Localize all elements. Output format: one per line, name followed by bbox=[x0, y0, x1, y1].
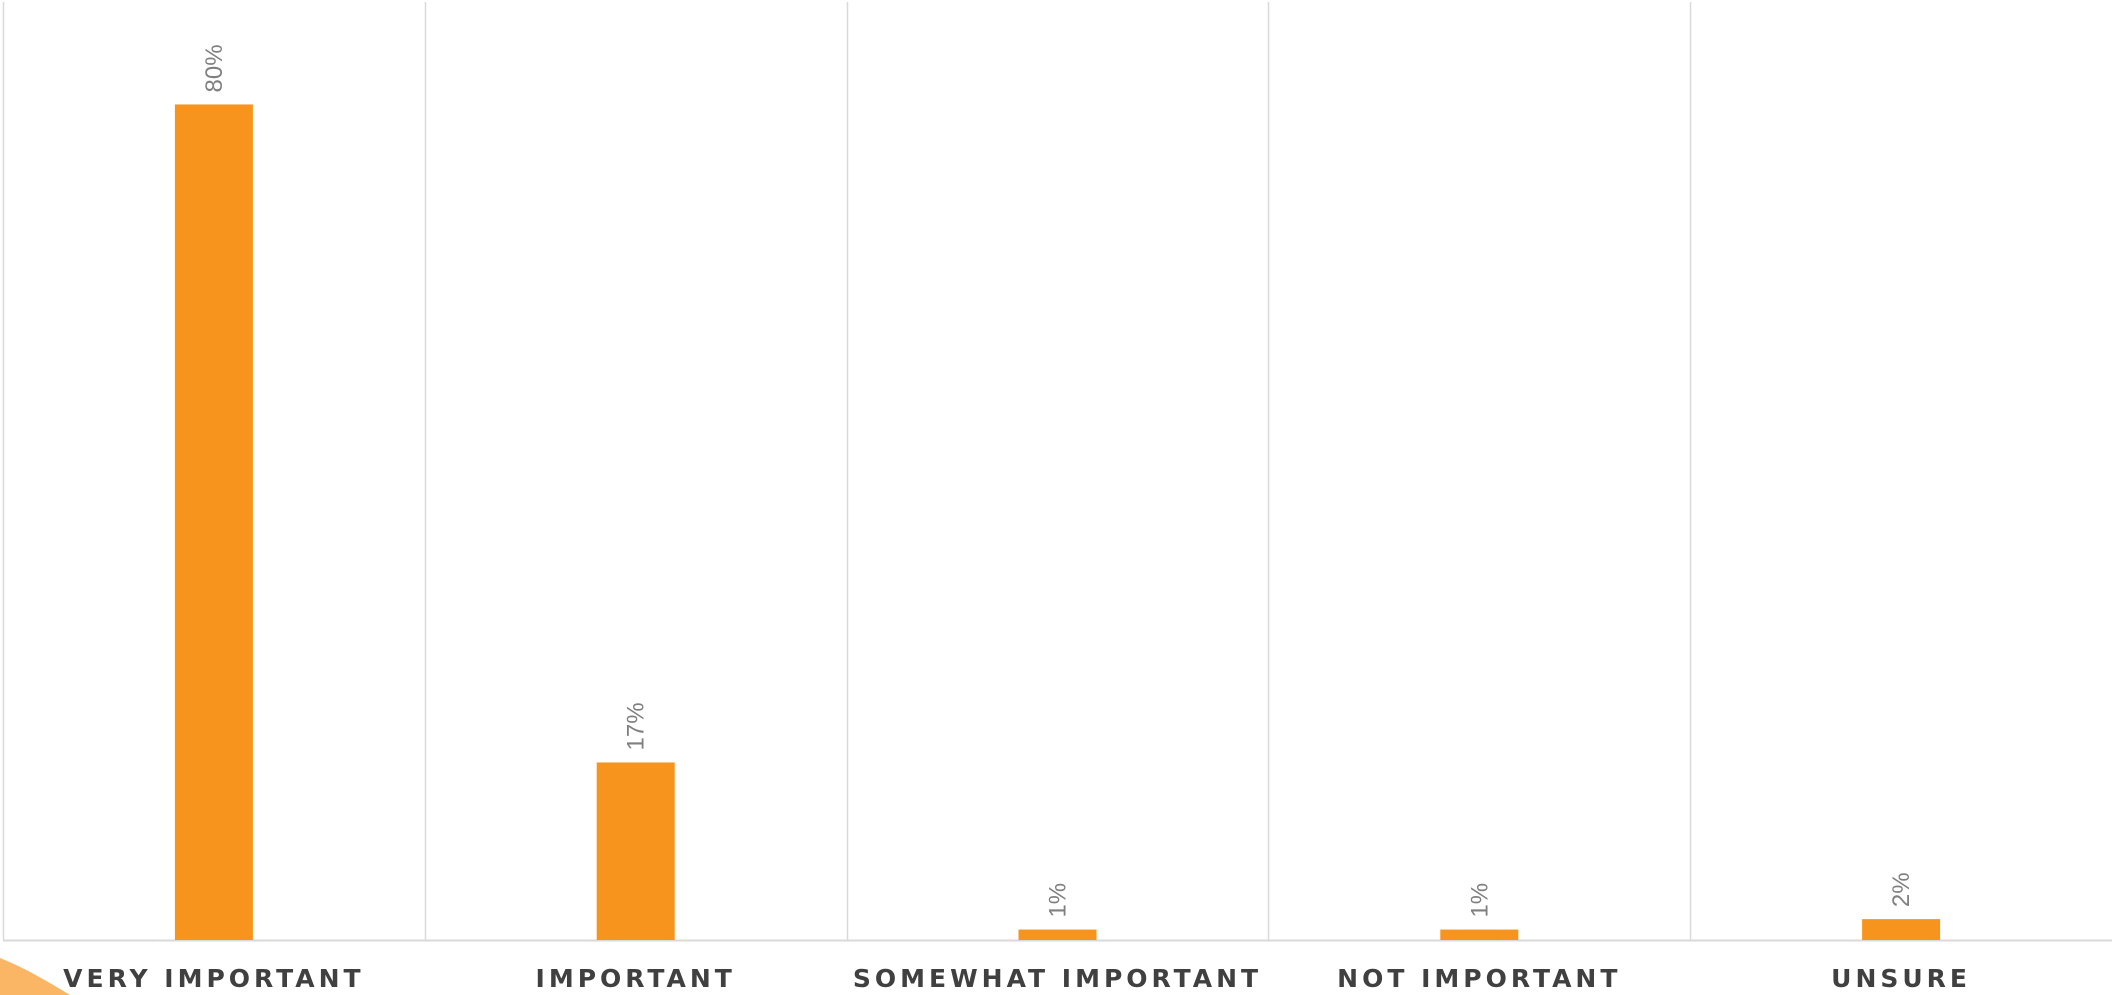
bars bbox=[174, 104, 1941, 940]
bar bbox=[1440, 929, 1519, 940]
data-label: 80% bbox=[201, 44, 228, 92]
data-label: 17% bbox=[623, 702, 650, 750]
bar bbox=[174, 104, 253, 940]
category-label: NOT IMPORTANT bbox=[1337, 964, 1621, 993]
bar bbox=[596, 762, 675, 940]
data-label: 1% bbox=[1466, 883, 1493, 918]
data-labels: 80% 17% 1% 1% 2% bbox=[201, 44, 1915, 917]
bar bbox=[1862, 919, 1941, 940]
category-labels: VERY IMPORTANT IMPORTANT SOMEWHAT IMPORTAN… bbox=[63, 964, 1971, 993]
bar bbox=[1018, 929, 1097, 940]
category-label: VERY IMPORTANT bbox=[63, 964, 364, 993]
gridlines bbox=[2, 2, 2112, 942]
data-label: 1% bbox=[1045, 883, 1072, 918]
data-label: 2% bbox=[1888, 872, 1915, 907]
category-label: IMPORTANT bbox=[536, 964, 736, 993]
orange-corner-decoration bbox=[0, 958, 70, 995]
category-label: UNSURE bbox=[1831, 964, 1971, 993]
category-label: SOMEWHAT IMPORTANT bbox=[853, 964, 1262, 993]
